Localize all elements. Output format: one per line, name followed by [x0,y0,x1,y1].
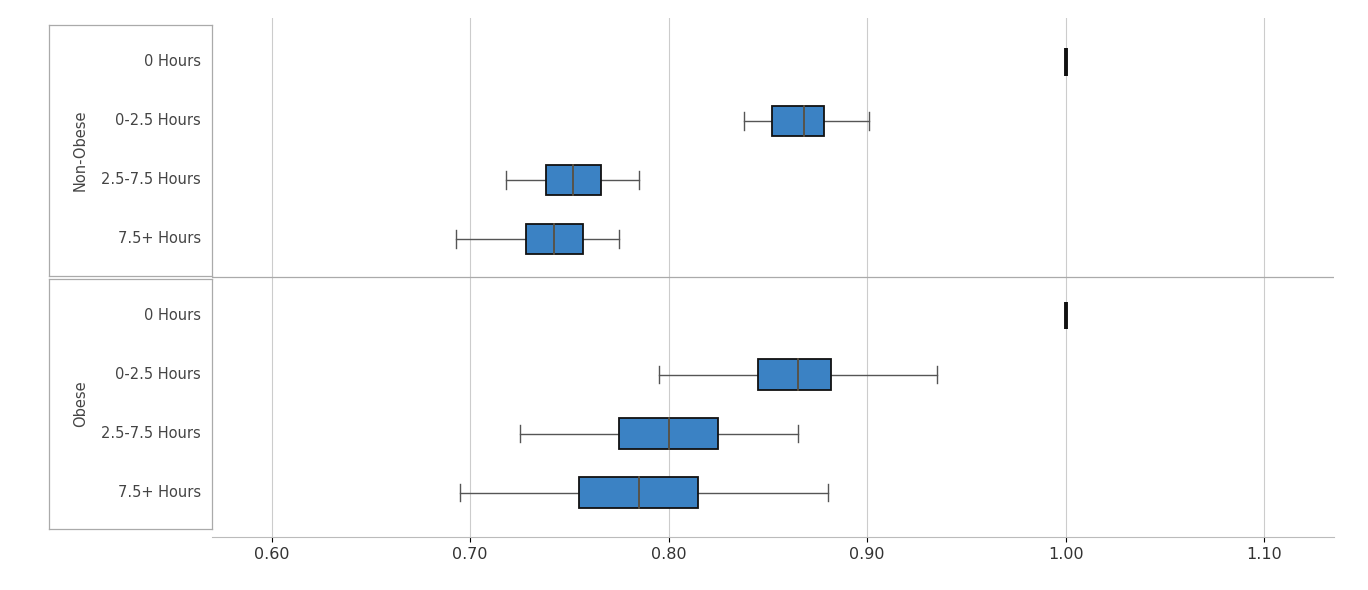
Text: 7.5+ Hours: 7.5+ Hours [118,231,201,247]
Text: Non-Obese: Non-Obese [73,110,88,191]
Bar [758,359,832,390]
Text: Obese: Obese [73,381,88,428]
Text: 7.5+ Hours: 7.5+ Hours [118,485,201,500]
Text: 0-2.5 Hours: 0-2.5 Hours [115,113,201,129]
Bar [546,165,601,195]
Text: 0-2.5 Hours: 0-2.5 Hours [115,367,201,382]
Bar [772,106,824,136]
Bar [579,477,699,508]
Text: 0 Hours: 0 Hours [144,308,201,323]
Bar [620,418,718,449]
Text: 2.5-7.5 Hours: 2.5-7.5 Hours [101,172,201,188]
Text: 2.5-7.5 Hours: 2.5-7.5 Hours [101,426,201,441]
Bar [525,224,583,254]
Text: 0 Hours: 0 Hours [144,54,201,70]
